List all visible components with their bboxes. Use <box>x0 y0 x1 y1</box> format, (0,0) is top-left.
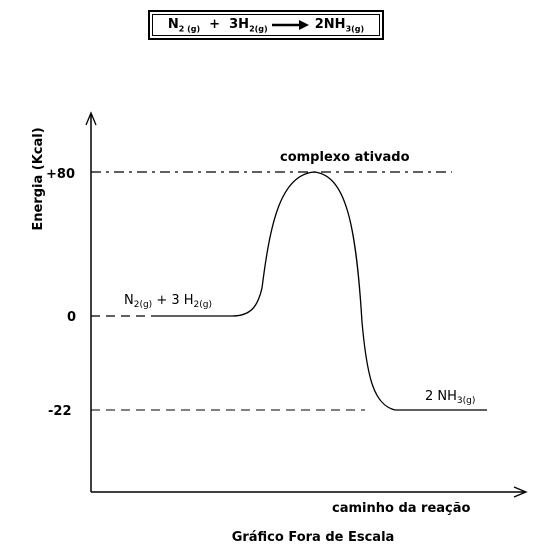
y-axis-arrow-icon <box>85 111 97 126</box>
reactants-label: N2(g) + 3 H2(g) <box>124 293 212 310</box>
x-axis-arrow-icon <box>513 486 528 498</box>
tick-plus80: +80 <box>46 167 75 182</box>
reaction-energy-curve <box>156 171 487 411</box>
reaction-equation-box: N2 (g) + 3H2(g) 2NH3(g) <box>148 10 384 40</box>
products-label: 2 NH3(g) <box>425 389 475 406</box>
tick-minus22: -22 <box>48 404 72 419</box>
tick-zero: 0 <box>67 310 76 325</box>
x-axis-label: caminho da reação <box>332 501 471 516</box>
y-axis-label: Energia (Kcal) <box>31 127 46 230</box>
diagram-caption: Gráfico Fora de Escala <box>232 530 395 545</box>
activated-complex-label: complexo ativado <box>280 150 410 165</box>
